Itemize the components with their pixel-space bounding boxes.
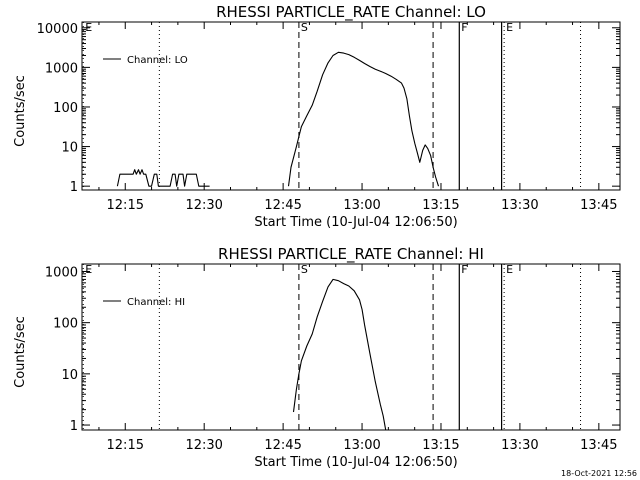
timestamp-stamp: 18-Oct-2021 12:56 — [561, 469, 637, 478]
hi-y-tick-label: 1 — [70, 419, 78, 434]
lo-x-tick-label: 13:30 — [501, 198, 538, 213]
lo-y-axis-label: Counts/sec — [13, 75, 28, 147]
lo-y-tick-label: 1 — [70, 180, 78, 195]
hi-marker-label-e-0: E — [85, 263, 92, 276]
lo-chart-title: RHESSI PARTICLE_RATE Channel: LO — [216, 3, 486, 22]
lo-marker-label-s-2: S — [301, 21, 308, 34]
lo-y-tick-label: 1000 — [45, 61, 78, 76]
lo-series-line-0-seg-1 — [287, 51, 440, 187]
lo-y-tick-label: 100 — [53, 101, 78, 116]
lo-x-tick-label: 12:30 — [185, 198, 222, 213]
hi-x-tick-label: 13:30 — [501, 438, 538, 453]
hi-x-tick-label: 13:00 — [343, 438, 380, 453]
hi-chart-title: RHESSI PARTICLE_RATE Channel: HI — [218, 245, 484, 264]
hi-x-axis-label: Start Time (10-Jul-04 12:06:50) — [254, 455, 457, 470]
hi-y-tick-label: 1000 — [45, 265, 78, 280]
hi-x-tick-label: 12:30 — [185, 438, 222, 453]
lo-series-line-0-seg-0 — [116, 169, 210, 187]
lo-legend-label: Channel: LO — [127, 55, 188, 66]
lo-channel-panel: RHESSI PARTICLE_RATE Channel: LOE S F E12:1… — [13, 3, 621, 230]
lo-y-tick-label: 10000 — [37, 22, 78, 37]
hi-x-tick-label: 12:15 — [107, 438, 144, 453]
hi-marker-label-f-4: F — [461, 263, 467, 276]
hi-y-tick-label: 10 — [61, 368, 78, 383]
hi-channel-panel: RHESSI PARTICLE_RATE Channel: HI E S F E 12:1… — [13, 245, 621, 470]
lo-x-tick-label: 12:15 — [107, 198, 144, 213]
lo-x-tick-label: 13:00 — [343, 198, 380, 213]
lo-marker-label-f-4: F — [461, 21, 467, 34]
hi-series-line-0-seg-0 — [292, 278, 387, 431]
hi-y-axis-label: Counts/sec — [13, 316, 28, 388]
hi-marker-label-e-6: E — [506, 263, 513, 276]
lo-x-tick-label: 13:15 — [422, 198, 459, 213]
hi-marker-label-s-2: S — [301, 263, 308, 276]
hi-x-tick-label: 13:45 — [580, 438, 617, 453]
lo-x-tick-label: 12:45 — [264, 198, 301, 213]
hi-legend-label: Channel: HI — [127, 297, 185, 308]
lo-x-axis-label: Start Time (10-Jul-04 12:06:50) — [254, 215, 457, 230]
hi-x-tick-label: 12:45 — [264, 438, 301, 453]
hi-y-tick-label: 100 — [53, 317, 78, 332]
lo-plot-frame — [81, 21, 621, 191]
lo-y-tick-label: 10 — [61, 141, 78, 156]
hi-plot-frame — [81, 263, 621, 431]
lo-marker-label-e-6: E — [506, 21, 513, 34]
hi-x-tick-label: 13:15 — [422, 438, 459, 453]
lo-x-tick-label: 13:45 — [580, 198, 617, 213]
